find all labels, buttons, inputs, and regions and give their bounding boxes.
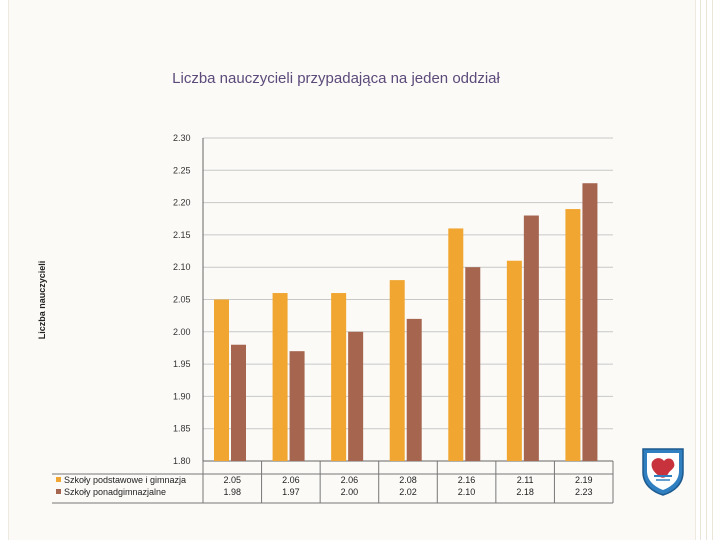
- bar-1: [331, 293, 347, 461]
- data-label: 2.23: [575, 487, 593, 497]
- y-tick-label: 1.90: [173, 391, 191, 401]
- slide-edge-line: [712, 0, 713, 540]
- bar-1: [506, 260, 522, 461]
- bar-2: [348, 331, 364, 461]
- bar-1: [565, 209, 581, 461]
- data-label: 2.10: [458, 487, 476, 497]
- slide-title: Liczba nauczycieli przypadająca na jeden…: [172, 70, 500, 87]
- y-tick-label: 2.05: [173, 295, 191, 305]
- bar-2: [582, 183, 598, 461]
- y-tick-label: 2.10: [173, 262, 191, 272]
- bar-1: [214, 299, 229, 461]
- y-tick-label: 1.95: [173, 359, 191, 369]
- y-tick-label: 2.25: [173, 165, 191, 175]
- data-label: 2.18: [516, 487, 534, 497]
- data-label: 1.97: [282, 487, 300, 497]
- bar-1: [389, 280, 405, 461]
- data-label: 2.06: [341, 475, 359, 485]
- slide-edge-line: [706, 0, 707, 540]
- y-tick-label: 2.15: [173, 230, 191, 240]
- bar-2: [523, 215, 539, 461]
- y-tick-label: 1.85: [173, 424, 191, 434]
- y-tick-label: 1.80: [173, 456, 191, 466]
- legend-swatch: [56, 477, 61, 482]
- bar-2: [289, 351, 305, 461]
- data-label: 2.16: [458, 475, 476, 485]
- legend-label: Szkoły podstawowe i gimnazja: [64, 475, 186, 485]
- data-label: 2.06: [282, 475, 300, 485]
- data-label: 2.19: [575, 475, 593, 485]
- legend-label: Szkoły ponadgimnazjalne: [64, 487, 166, 497]
- coat-of-arms-icon: [640, 446, 686, 501]
- bar-2: [465, 267, 481, 461]
- bar-1: [448, 228, 464, 461]
- y-tick-label: 2.30: [173, 133, 191, 143]
- bar-1: [272, 293, 288, 461]
- legend-swatch: [56, 489, 61, 494]
- slide-edge-line: [700, 0, 701, 540]
- data-label: 1.98: [224, 487, 242, 497]
- data-label: 2.05: [224, 475, 242, 485]
- bar-2: [231, 344, 246, 461]
- y-tick-label: 2.00: [173, 327, 191, 337]
- data-label: 2.00: [341, 487, 359, 497]
- data-label: 2.11: [517, 475, 534, 485]
- data-label: 2.02: [399, 487, 417, 497]
- y-tick-label: 2.20: [173, 198, 191, 208]
- bar-2: [406, 318, 422, 461]
- data-label: 2.08: [399, 475, 417, 485]
